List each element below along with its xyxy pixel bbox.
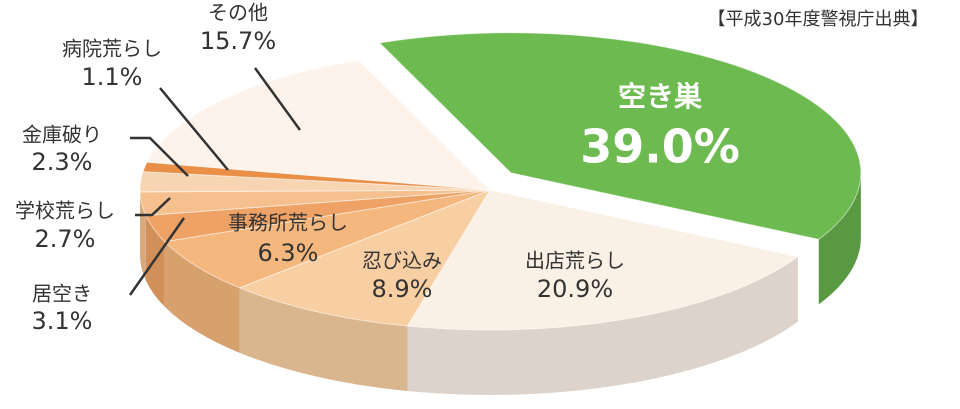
value-label: 20.9%	[537, 275, 613, 303]
value-label: 8.9%	[372, 275, 433, 303]
slice	[146, 59, 492, 191]
value-label: 1.1%	[82, 63, 143, 91]
category-label: 忍び込み	[362, 249, 442, 273]
slice	[378, 32, 862, 240]
slice-side	[164, 241, 240, 353]
category-label: 金庫破り	[22, 123, 102, 147]
slice	[238, 188, 492, 327]
value-label: 15.7%	[200, 27, 276, 55]
category-label: 事務所荒らし	[228, 211, 348, 235]
leader-line	[130, 136, 189, 177]
slice-side	[818, 172, 861, 305]
leader-line	[128, 217, 186, 296]
value-label: 2.7%	[35, 225, 96, 253]
category-label: 出店荒らし	[525, 249, 625, 273]
leader-line	[253, 67, 302, 131]
slice-side	[239, 287, 408, 392]
category-label: 居空き	[32, 282, 92, 306]
value-label: 2.3%	[32, 148, 93, 176]
slice-side	[407, 256, 798, 395]
pie	[139, 32, 862, 395]
value-label: 6.3%	[258, 239, 319, 267]
category-label: 学校荒らし	[15, 199, 115, 223]
category-label: その他	[208, 1, 268, 25]
category-label: 空き巣	[618, 80, 703, 113]
leader-line	[159, 87, 229, 171]
slice	[406, 189, 800, 331]
value-label: 3.1%	[32, 307, 93, 335]
value-label: 39.0%	[580, 120, 740, 174]
category-label: 病院荒らし	[62, 37, 162, 61]
source-note: 【平成30年度警視庁出典】	[708, 9, 929, 30]
leader-line	[135, 197, 171, 217]
